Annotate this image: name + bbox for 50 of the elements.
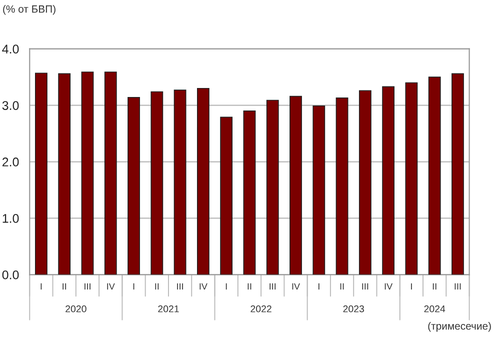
x-tick-label: I [133, 283, 134, 290]
bar [452, 73, 464, 275]
bar [58, 73, 71, 275]
bar [128, 96, 140, 275]
bar [35, 72, 48, 275]
bar [266, 100, 279, 275]
bar [428, 76, 441, 275]
text: 2020 [66, 305, 86, 312]
bar [174, 90, 186, 275]
x-tick-label: I [411, 283, 412, 290]
x-tick-label: I [226, 283, 227, 290]
x-tick-label: IV [292, 283, 300, 290]
bar [382, 86, 395, 275]
x-axis-title: (тримесечие) [428, 322, 491, 332]
y-tick-label: 4.0 [2, 44, 19, 54]
bar [81, 72, 94, 275]
bar [104, 72, 117, 275]
bar [150, 91, 164, 275]
x-tick-label: II [340, 283, 344, 290]
text: 2021 [158, 305, 179, 312]
bar [405, 82, 418, 275]
x-tick-label: I [318, 283, 320, 290]
x-tick-label: II [432, 283, 436, 290]
y-tick-label: 0.0 [2, 270, 19, 280]
y-tick-label: 1.0 [2, 214, 19, 223]
x-tick-label: IV [384, 283, 393, 290]
bar [290, 96, 302, 275]
x-tick-label: III [177, 283, 183, 290]
text: 2024 [424, 305, 446, 312]
x-tick-label: III [270, 283, 276, 290]
x-tick-label: III [84, 283, 90, 290]
y-axis-title: (% от БВП) [3, 5, 56, 15]
y-tick-label: 3.0 [2, 101, 19, 110]
x-tick-label: IV [200, 283, 208, 290]
bar [358, 90, 372, 275]
x-tick-label: III [454, 283, 461, 290]
x-tick-label: I [40, 283, 42, 290]
bar [312, 105, 326, 275]
bar [220, 116, 233, 275]
x-tick-label: III [362, 283, 368, 290]
x-tick-label: IV [107, 283, 115, 290]
bar [336, 98, 348, 275]
text: 2022 [250, 305, 272, 312]
x-tick-label: II [248, 283, 252, 290]
bar [196, 88, 210, 275]
bar [243, 110, 256, 275]
text: 2023 [343, 305, 364, 312]
x-tick-label: II [155, 283, 159, 290]
x-tick-label: II [62, 283, 66, 290]
y-tick-label: 2.0 [2, 158, 19, 166]
